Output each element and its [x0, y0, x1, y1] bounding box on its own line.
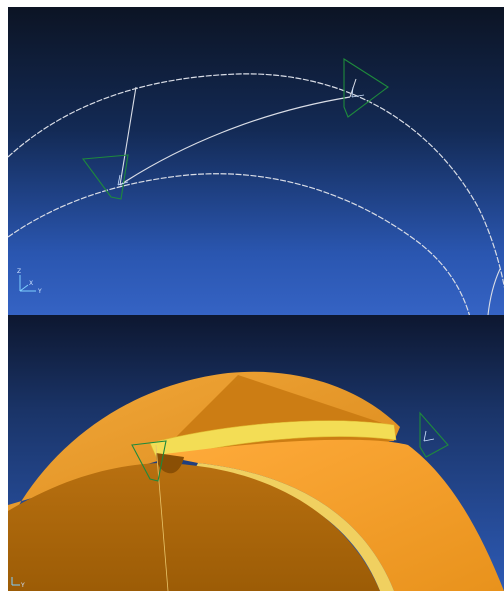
csys-frame-icon[interactable] [81, 154, 129, 200]
inner-arc-curve[interactable] [8, 173, 471, 315]
csys-frame-icon[interactable] [343, 57, 389, 118]
cylinder-end-face[interactable] [158, 439, 504, 591]
helix-edge[interactable] [155, 444, 169, 591]
wireframe-viewport[interactable]: Y Z X [8, 7, 504, 315]
helix-path-curve[interactable] [119, 96, 351, 186]
rim-edge[interactable] [194, 463, 394, 591]
guide-line[interactable] [119, 86, 137, 186]
axis-label-y: Y [37, 288, 42, 295]
axis-label-z: Z [17, 268, 21, 275]
axis-triad-icon: Y Z X [17, 268, 42, 295]
csys-frame-icon[interactable] [131, 440, 167, 482]
axis-label-x: X [29, 280, 33, 287]
edge-curve[interactable] [487, 268, 501, 315]
axis-label-y: Y [20, 582, 25, 589]
csys-frame-icon[interactable] [419, 411, 449, 458]
shaded-viewport[interactable]: Y [8, 315, 504, 591]
axis-triad-icon: Y [11, 577, 25, 589]
outer-arc-curve[interactable] [8, 73, 504, 315]
wireframe-canvas[interactable]: Y Z X [8, 7, 504, 315]
cylinder-front-face[interactable] [8, 463, 380, 591]
solid-model-canvas[interactable]: Y [8, 315, 504, 591]
thread-band[interactable] [149, 420, 397, 462]
